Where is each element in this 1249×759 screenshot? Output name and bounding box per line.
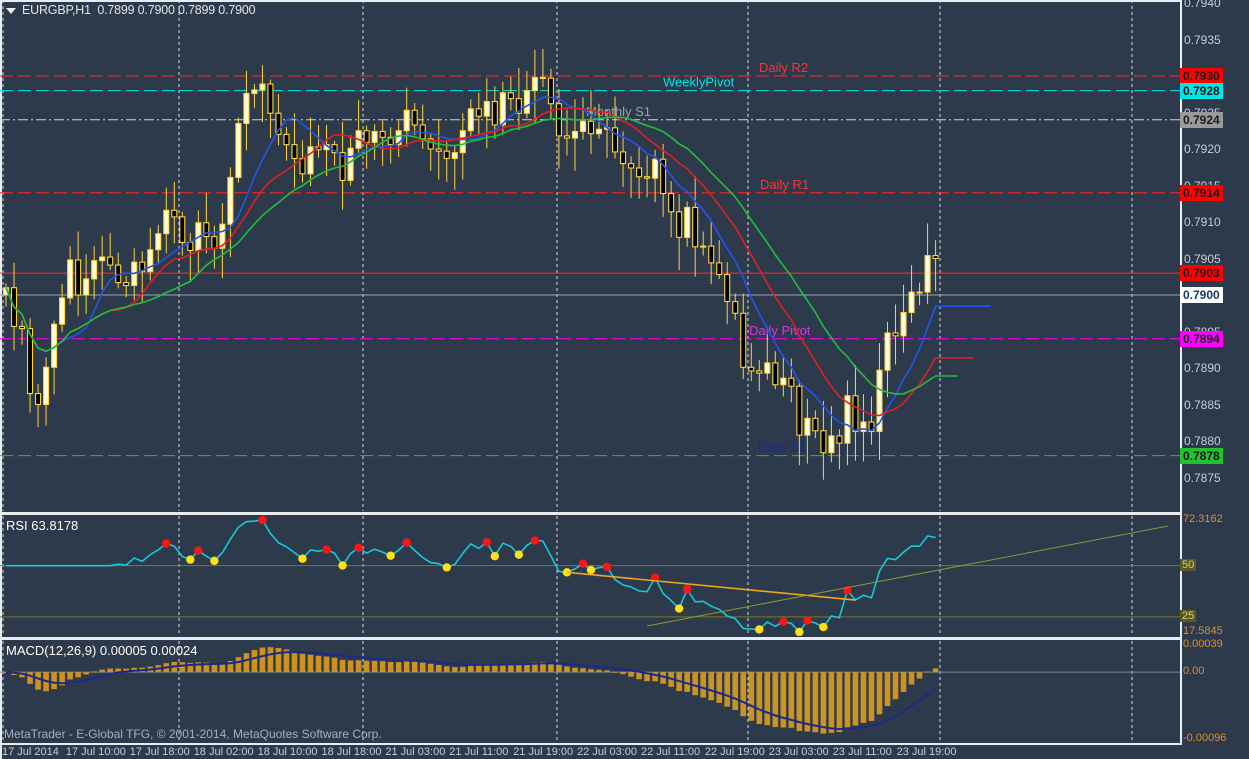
svg-text:Daily R1: Daily R1 [760, 177, 809, 192]
svg-text:Daily R2: Daily R2 [759, 60, 808, 75]
svg-text:WeeklyPivot: WeeklyPivot [663, 75, 735, 90]
svg-text:MACD(12,26,9) 0.00005 0.00024: MACD(12,26,9) 0.00005 0.00024 [6, 643, 198, 658]
svg-text:RSI 63.8178: RSI 63.8178 [6, 518, 78, 533]
svg-text:Daily Pivot: Daily Pivot [749, 323, 811, 338]
